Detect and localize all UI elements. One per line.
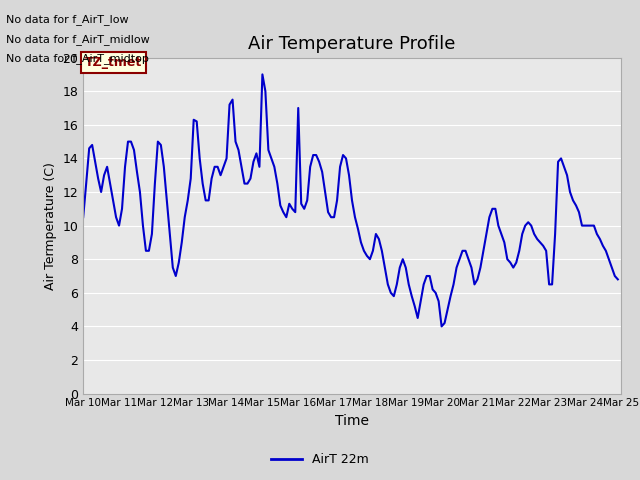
Text: No data for f_AirT_midlow: No data for f_AirT_midlow: [6, 34, 150, 45]
Text: No data for f_AirT_midtop: No data for f_AirT_midtop: [6, 53, 149, 64]
Text: TZ_tmet: TZ_tmet: [85, 56, 142, 69]
Y-axis label: Air Termperature (C): Air Termperature (C): [44, 162, 57, 289]
Text: No data for f_AirT_low: No data for f_AirT_low: [6, 14, 129, 25]
Title: Air Temperature Profile: Air Temperature Profile: [248, 35, 456, 53]
Legend: AirT 22m: AirT 22m: [266, 448, 374, 471]
X-axis label: Time: Time: [335, 414, 369, 428]
